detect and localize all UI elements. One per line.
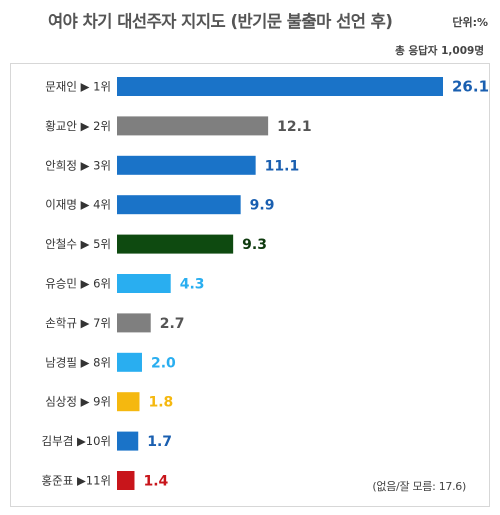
value-label: 12.1 — [277, 119, 312, 135]
bar — [117, 471, 135, 490]
bar — [117, 155, 256, 175]
value-label: 2.0 — [151, 355, 176, 371]
bar — [117, 234, 234, 254]
category-label: 황교안 ▶ 2위 — [45, 119, 111, 133]
value-label: 1.4 — [143, 474, 168, 490]
value-label: 26.1 — [452, 78, 489, 96]
bar — [117, 313, 151, 333]
respondents-label: 총 응답자 1,009명 — [395, 45, 484, 57]
unit-label: 단위:% — [452, 16, 488, 29]
category-label: 김부겸 ▶10위 — [42, 434, 111, 448]
category-label: 문재인 ▶ 1위 — [45, 80, 111, 94]
bar — [117, 77, 443, 96]
bar — [117, 392, 140, 412]
category-label: 홍준표 ▶11위 — [42, 474, 111, 488]
bar — [117, 116, 269, 136]
value-label: 9.3 — [242, 237, 267, 253]
value-label: 11.1 — [265, 158, 300, 174]
bar — [117, 431, 139, 451]
category-label: 안철수 ▶ 5위 — [45, 237, 111, 251]
bar-chart: 문재인 ▶ 1위 26.1 황교안 ▶ 2위 12.1 안희정 ▶ 3위 11.1 이재명 … — [42, 77, 489, 490]
category-label: 안희정 ▶ 3위 — [45, 158, 111, 172]
category-label: 심상정 ▶ 9위 — [45, 395, 111, 409]
value-label: 2.7 — [160, 316, 185, 332]
footnote: (없음/잘 모름: 17.6) — [372, 480, 466, 493]
category-label: 남경필 ▶ 8위 — [45, 355, 111, 369]
chart-frame: 문재인 ▶ 1위 26.1 황교안 ▶ 2위 12.1 안희정 ▶ 3위 11.1 이재명 … — [10, 63, 490, 507]
chart-title: 여야 차기 대선주자 지지도 (반기문 불출마 선언 후) — [48, 12, 393, 31]
value-label: 1.7 — [147, 434, 172, 450]
bar — [117, 352, 142, 372]
value-label: 4.3 — [180, 277, 205, 293]
bar — [117, 274, 171, 293]
category-label: 이재명 ▶ 4위 — [45, 198, 111, 212]
value-label: 9.9 — [250, 198, 275, 214]
category-label: 손학규 ▶ 7위 — [45, 316, 111, 330]
bar — [117, 195, 241, 215]
category-label: 유승민 ▶ 6위 — [45, 277, 111, 291]
value-label: 1.8 — [148, 395, 173, 411]
